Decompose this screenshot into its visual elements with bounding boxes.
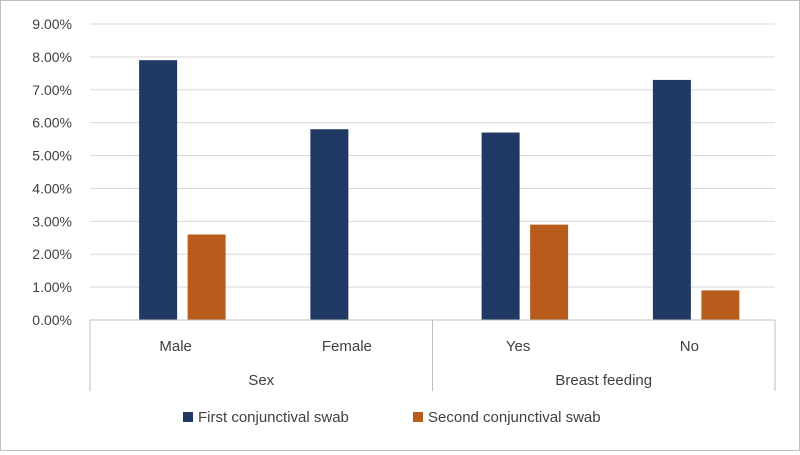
category-label: Yes bbox=[506, 338, 530, 355]
y-tick-label: 4.00% bbox=[32, 180, 72, 196]
y-tick-label: 5.00% bbox=[32, 148, 72, 164]
y-tick-label: 3.00% bbox=[32, 213, 72, 229]
legend-swatch-first bbox=[183, 412, 193, 422]
y-tick-label: 2.00% bbox=[32, 246, 72, 262]
y-tick-label: 8.00% bbox=[32, 49, 72, 65]
legend-label: Second conjunctival swab bbox=[428, 409, 601, 426]
bar-second-male bbox=[187, 234, 226, 320]
y-tick-label: 7.00% bbox=[32, 82, 72, 98]
y-tick-label: 9.00% bbox=[32, 16, 72, 32]
legend-swatch-second bbox=[413, 412, 423, 422]
bar-first-male bbox=[139, 60, 178, 321]
legend-label: First conjunctival swab bbox=[198, 409, 349, 426]
bar-first-yes bbox=[481, 132, 520, 320]
group-label: Breast feeding bbox=[555, 372, 652, 389]
y-axis-tick-labels: 0.00% 1.00% 2.00% 3.00% 4.00% 5.00% 6.00% 7.00%… bbox=[32, 16, 72, 328]
y-tick-label: 6.00% bbox=[32, 115, 72, 131]
bar-first-no bbox=[652, 79, 691, 321]
category-label: Female bbox=[322, 338, 372, 355]
y-tick-label: 0.00% bbox=[32, 312, 72, 328]
category-label: Male bbox=[159, 338, 192, 355]
category-axis: Male Female Sex Yes No Breast feeding bbox=[89, 319, 776, 391]
bar-second-no bbox=[701, 290, 740, 320]
bar-first-female bbox=[310, 129, 349, 320]
legend: First conjunctival swab Second conjunctiv… bbox=[183, 409, 601, 426]
bars bbox=[139, 60, 740, 321]
y-tick-label: 1.00% bbox=[32, 279, 72, 295]
category-label: No bbox=[680, 338, 699, 355]
group-label: Sex bbox=[248, 372, 274, 389]
bar-second-yes bbox=[530, 224, 569, 320]
